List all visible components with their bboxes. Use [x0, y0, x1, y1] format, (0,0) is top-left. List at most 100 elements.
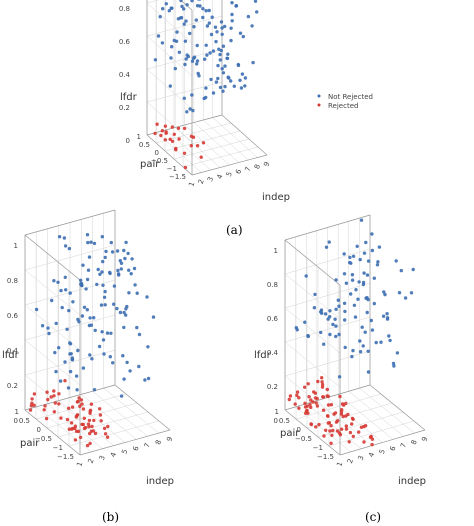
point-rejected	[160, 129, 165, 133]
point-not-rejected	[101, 259, 105, 264]
point-not-rejected	[129, 272, 133, 276]
legend-rejected-marker	[317, 103, 321, 107]
point-not-rejected	[362, 251, 367, 255]
y-tick-label: 1	[275, 408, 279, 416]
point-not-rejected	[188, 107, 192, 111]
point-rejected	[106, 424, 110, 429]
point-not-rejected	[255, 10, 259, 14]
point-not-rejected	[324, 245, 329, 249]
point-not-rejected	[220, 26, 224, 30]
point-not-rejected	[234, 3, 239, 8]
point-not-rejected	[100, 330, 104, 334]
x-tick-label: 6	[388, 445, 397, 452]
point-rejected	[309, 422, 313, 426]
point-not-rejected	[96, 267, 100, 272]
point-not-rejected	[115, 249, 120, 253]
point-not-rejected	[119, 394, 124, 398]
y-tick-label: −0.5	[35, 435, 52, 443]
point-not-rejected	[205, 24, 210, 28]
panel-c-ylabel: pair	[280, 428, 300, 439]
point-not-rejected	[225, 56, 229, 60]
point-not-rejected	[218, 85, 223, 90]
point-not-rejected	[243, 84, 247, 88]
grid-line	[306, 402, 393, 429]
point-rejected	[164, 131, 168, 135]
point-not-rejected	[392, 364, 396, 368]
x-tick-label: 7	[143, 442, 152, 449]
grid-line	[146, 101, 193, 143]
point-rejected	[320, 382, 325, 387]
point-not-rejected	[132, 266, 137, 271]
point-not-rejected	[116, 272, 121, 276]
point-not-rejected	[112, 302, 116, 306]
point-rejected	[73, 438, 78, 442]
point-not-rejected	[342, 252, 346, 256]
point-not-rejected	[319, 330, 323, 335]
point-not-rejected	[221, 71, 226, 75]
grid-line	[165, 129, 211, 171]
point-not-rejected	[195, 59, 200, 63]
point-not-rejected	[196, 71, 200, 76]
point-not-rejected	[370, 232, 374, 236]
z-tick-label: 0.2	[267, 383, 278, 391]
point-not-rejected	[67, 246, 72, 251]
z-tick-label: 0.2	[119, 104, 130, 112]
point-rejected	[329, 403, 334, 407]
point-rejected	[78, 404, 82, 408]
point-not-rejected	[185, 53, 189, 57]
point-not-rejected	[168, 84, 172, 88]
point-not-rejected	[343, 318, 347, 322]
point-not-rejected	[184, 19, 188, 23]
point-rejected	[314, 401, 318, 405]
point-not-rejected	[169, 56, 173, 60]
grid-line	[57, 411, 149, 438]
point-not-rejected	[118, 259, 123, 263]
point-not-rejected	[352, 303, 357, 307]
point-not-rejected	[323, 312, 328, 316]
point-rejected	[182, 151, 187, 155]
point-not-rejected	[170, 45, 174, 49]
point-not-rejected	[360, 325, 364, 329]
point-not-rejected	[122, 377, 126, 381]
point-rejected	[329, 424, 333, 428]
axis-edge	[24, 209, 116, 236]
point-not-rejected	[108, 271, 112, 276]
point-rejected	[163, 138, 167, 142]
grid-line	[36, 406, 92, 453]
point-not-rejected	[170, 6, 174, 10]
point-not-rejected	[211, 49, 216, 53]
axis-edge	[24, 384, 116, 411]
point-not-rejected	[192, 55, 197, 59]
point-not-rejected	[294, 326, 298, 330]
point-not-rejected	[87, 255, 92, 259]
point-rejected	[153, 131, 157, 136]
point-rejected	[75, 414, 79, 418]
point-rejected	[326, 403, 331, 407]
point-rejected	[80, 402, 84, 406]
point-not-rejected	[358, 339, 362, 343]
point-not-rejected	[328, 332, 332, 337]
point-not-rejected	[92, 241, 97, 246]
point-rejected	[93, 431, 98, 436]
point-rejected	[344, 424, 348, 428]
point-not-rejected	[387, 334, 391, 338]
point-not-rejected	[183, 62, 187, 67]
point-not-rejected	[68, 341, 72, 345]
point-rejected	[309, 405, 313, 410]
y-tick-label: −1.5	[317, 453, 334, 461]
point-not-rejected	[366, 259, 371, 263]
point-rejected	[91, 429, 96, 433]
z-tick-label: 1	[14, 242, 18, 250]
point-rejected	[312, 390, 316, 394]
grid-line	[316, 400, 373, 446]
grid-line	[173, 138, 250, 160]
point-rejected	[333, 411, 338, 415]
point-not-rejected	[127, 268, 131, 272]
point-rejected	[350, 416, 355, 421]
point-not-rejected	[350, 354, 354, 359]
panel-a-points	[153, 0, 259, 170]
point-not-rejected	[334, 307, 338, 311]
